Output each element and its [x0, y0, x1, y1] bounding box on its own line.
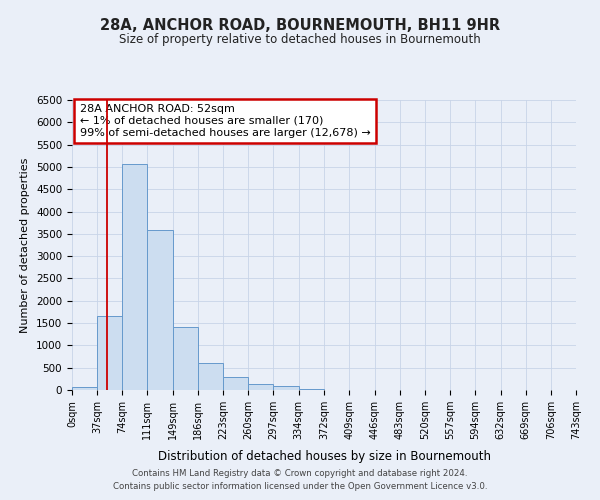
Bar [173, 326, 198, 390]
Bar [223, 376, 248, 390]
Bar [198, 362, 223, 390]
Bar [97, 316, 122, 390]
Bar [274, 386, 299, 390]
Text: Size of property relative to detached houses in Bournemouth: Size of property relative to detached ho… [119, 32, 481, 46]
Text: 28A, ANCHOR ROAD, BOURNEMOUTH, BH11 9HR: 28A, ANCHOR ROAD, BOURNEMOUTH, BH11 9HR [100, 18, 500, 32]
Text: Contains public sector information licensed under the Open Government Licence v3: Contains public sector information licen… [113, 482, 487, 491]
Bar [248, 384, 274, 390]
Text: Contains HM Land Registry data © Crown copyright and database right 2024.: Contains HM Land Registry data © Crown c… [132, 468, 468, 477]
Text: 28A ANCHOR ROAD: 52sqm
← 1% of detached houses are smaller (170)
99% of semi-det: 28A ANCHOR ROAD: 52sqm ← 1% of detached … [80, 104, 370, 138]
X-axis label: Distribution of detached houses by size in Bournemouth: Distribution of detached houses by size … [157, 450, 491, 464]
Y-axis label: Number of detached properties: Number of detached properties [20, 158, 31, 332]
Bar [72, 387, 97, 390]
Bar [147, 230, 173, 390]
Bar [122, 164, 147, 390]
Bar [299, 388, 325, 390]
